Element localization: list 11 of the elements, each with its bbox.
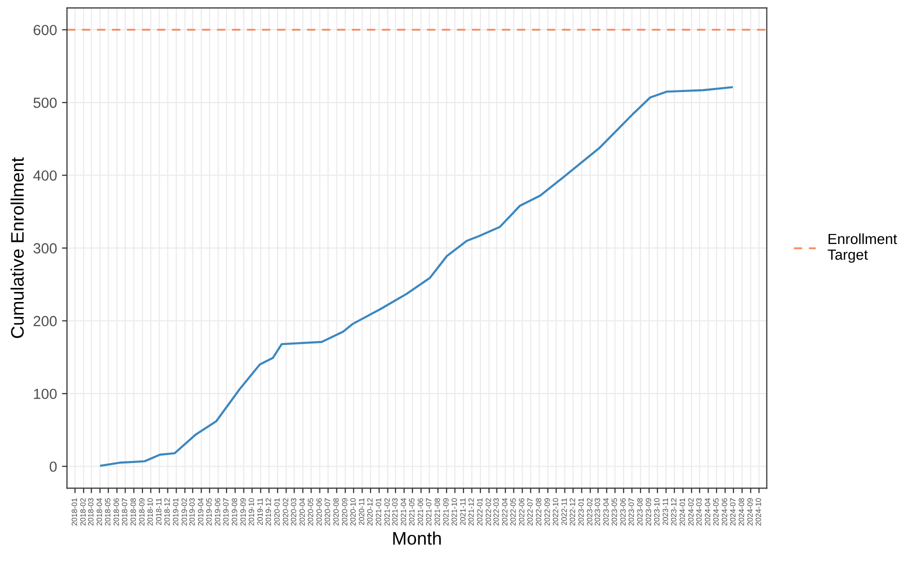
legend-label: Enrollment Target — [828, 233, 898, 263]
line-series — [100, 86, 733, 467]
y-axis-title: Cumulative Enrollment — [10, 157, 24, 338]
y-tick-label: 300 — [33, 243, 57, 254]
y-tick-label: 100 — [34, 388, 57, 400]
y-tick-label: 200 — [34, 316, 57, 326]
y-tick-label: 400 — [33, 170, 57, 181]
x-axis-title: Month — [393, 531, 441, 545]
y-tick-label: 0 — [50, 461, 57, 472]
y-tick-label: 500 — [34, 98, 57, 108]
y-tick-label: 600 — [34, 24, 57, 36]
